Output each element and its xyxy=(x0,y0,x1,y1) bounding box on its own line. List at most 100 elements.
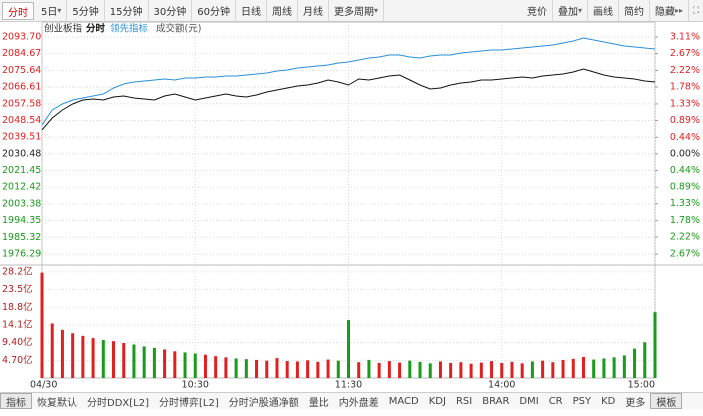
volume-bar xyxy=(81,335,85,378)
volume-bar xyxy=(306,360,310,378)
indicator-tab[interactable]: 更多 xyxy=(625,397,646,409)
y-tick-label: 2066.61 xyxy=(2,82,41,93)
tab-week[interactable]: 周线 xyxy=(267,0,298,21)
y-tick-label: 2075.64 xyxy=(2,65,41,76)
volume-bar xyxy=(479,362,483,378)
y-tick-label: 2093.70 xyxy=(2,32,41,43)
y-tick-label: 18.8亿 xyxy=(2,301,33,313)
indicator-tab[interactable]: CR xyxy=(548,395,563,407)
volume-bar xyxy=(40,272,44,378)
x-tick-label: 14:00 xyxy=(488,380,515,391)
y2-tick-label: 1.33% xyxy=(670,98,700,109)
tab-30min[interactable]: 30分钟 xyxy=(149,0,193,21)
tab-intraday[interactable]: 分时 xyxy=(2,2,34,20)
volume-bar xyxy=(326,359,330,378)
volume-bar xyxy=(438,361,442,378)
volume-bar xyxy=(234,358,238,378)
tab-15min[interactable]: 15分钟 xyxy=(105,0,149,21)
volume-bar xyxy=(602,358,606,378)
price-line xyxy=(41,37,656,126)
volume-bar xyxy=(152,347,156,378)
y2-tick-label: 1.78% xyxy=(670,215,700,226)
indicator-tab[interactable]: MACD xyxy=(388,395,419,407)
y2-tick-label: 2.22% xyxy=(670,232,700,243)
volume-bar xyxy=(377,362,381,378)
tab-more[interactable]: 更多周期 xyxy=(329,0,384,21)
volume-bar xyxy=(285,361,289,378)
volume-bar xyxy=(551,362,555,378)
indicator-tab[interactable]: 分时沪股通净额 xyxy=(228,397,299,409)
indicator-tab[interactable]: RSI xyxy=(455,395,473,407)
y-tick-label: 2021.45 xyxy=(2,165,41,176)
volume-bar xyxy=(490,361,494,378)
indicator-tab[interactable]: KD xyxy=(601,395,616,407)
indicator-tab[interactable]: 内外盘差 xyxy=(338,397,379,409)
indicator-tab[interactable]: 量比 xyxy=(308,397,329,409)
volume-bar xyxy=(275,358,279,378)
volume-bar xyxy=(408,360,412,378)
volume-bar xyxy=(163,349,167,378)
tab-60min[interactable]: 60分钟 xyxy=(192,0,236,21)
volume-bar xyxy=(173,351,177,378)
volume-bar xyxy=(520,363,524,378)
legend-entry: 领先指标 xyxy=(110,23,149,35)
indicator-tab[interactable]: DMI xyxy=(519,395,539,407)
volume-bar xyxy=(612,357,616,378)
btn-hide[interactable]: 隐藏 xyxy=(650,0,689,21)
volume-bar xyxy=(347,320,350,378)
y2-tick-label: 0.44% xyxy=(670,132,700,143)
y-tick-label: 2039.51 xyxy=(2,132,41,143)
volume-bar xyxy=(132,344,136,378)
fullscreen-icon[interactable]: ⛶ xyxy=(692,5,700,16)
toolbar: 分时 5日 5分钟 15分钟 30分钟 60分钟 日线 周线 月线 更多周期 竞… xyxy=(0,0,703,22)
y-tick-label: 2048.54 xyxy=(2,115,41,126)
tab-5day[interactable]: 5日 xyxy=(36,0,68,21)
y-tick-label: 2084.67 xyxy=(2,48,41,59)
indicator-tab[interactable]: PSY xyxy=(572,395,592,407)
volume-bar xyxy=(592,359,596,378)
indicator-tab[interactable]: 模板 xyxy=(650,393,683,409)
y-tick-label: 23.5亿 xyxy=(2,283,33,295)
y-tick-label: 1976.29 xyxy=(2,248,41,259)
volume-bar xyxy=(449,362,453,378)
tab-5min[interactable]: 5分钟 xyxy=(67,0,105,21)
volume-bar xyxy=(112,341,116,378)
y2-tick-label: 1.33% xyxy=(670,198,700,209)
volume-bar xyxy=(357,362,361,378)
y2-tick-label: 0.89% xyxy=(670,115,700,126)
y2-tick-label: 0.89% xyxy=(670,182,700,193)
legend-entry: 分时 xyxy=(86,23,106,35)
volume-bar xyxy=(193,353,197,378)
volume-bar xyxy=(581,356,585,378)
chart-title: 创业板指 xyxy=(44,23,83,35)
indicator-tab[interactable]: 分时DDX[L2] xyxy=(87,397,149,409)
y2-tick-label: 2.22% xyxy=(670,65,700,76)
indicator-tab[interactable]: BRAR xyxy=(482,395,510,407)
y-tick-label: 2012.42 xyxy=(2,182,41,193)
volume-bar xyxy=(500,362,504,378)
y-tick-label: 4.70亿 xyxy=(2,354,33,366)
volume-bar xyxy=(561,359,565,378)
price-line xyxy=(41,68,656,131)
btn-draw[interactable]: 画线 xyxy=(588,0,619,21)
indicator-tab[interactable]: 指标 xyxy=(0,393,32,409)
volume-bar xyxy=(418,361,422,378)
y-tick-label: 1985.32 xyxy=(2,232,41,243)
volume-bar xyxy=(203,354,207,378)
volume-bar xyxy=(622,355,626,378)
tab-day[interactable]: 日线 xyxy=(236,0,267,21)
volume-bar xyxy=(336,360,340,378)
volume-bar xyxy=(265,360,269,378)
y2-tick-label: 0.44% xyxy=(670,165,700,176)
volume-bar xyxy=(653,312,657,378)
indicator-tab[interactable]: KDJ xyxy=(428,395,446,407)
volume-bar xyxy=(316,361,320,378)
volume-bar xyxy=(398,362,402,378)
volume-bar xyxy=(428,363,432,378)
indicator-tab[interactable]: 恢复默认 xyxy=(37,397,77,409)
volume-bar xyxy=(510,361,514,378)
indicator-tab[interactable]: 分时博弈[L2] xyxy=(159,397,219,409)
volume-bar xyxy=(183,352,187,378)
btn-overlay[interactable]: 叠加 xyxy=(553,0,588,21)
y2-tick-label: 0.00% xyxy=(670,148,700,159)
